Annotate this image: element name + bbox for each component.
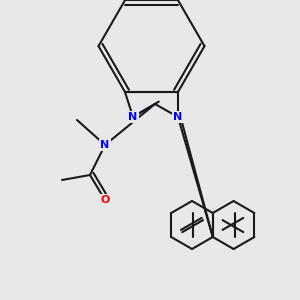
Text: N: N bbox=[100, 140, 109, 150]
Text: N: N bbox=[173, 112, 183, 122]
Text: O: O bbox=[100, 195, 110, 205]
Text: N: N bbox=[128, 112, 138, 122]
